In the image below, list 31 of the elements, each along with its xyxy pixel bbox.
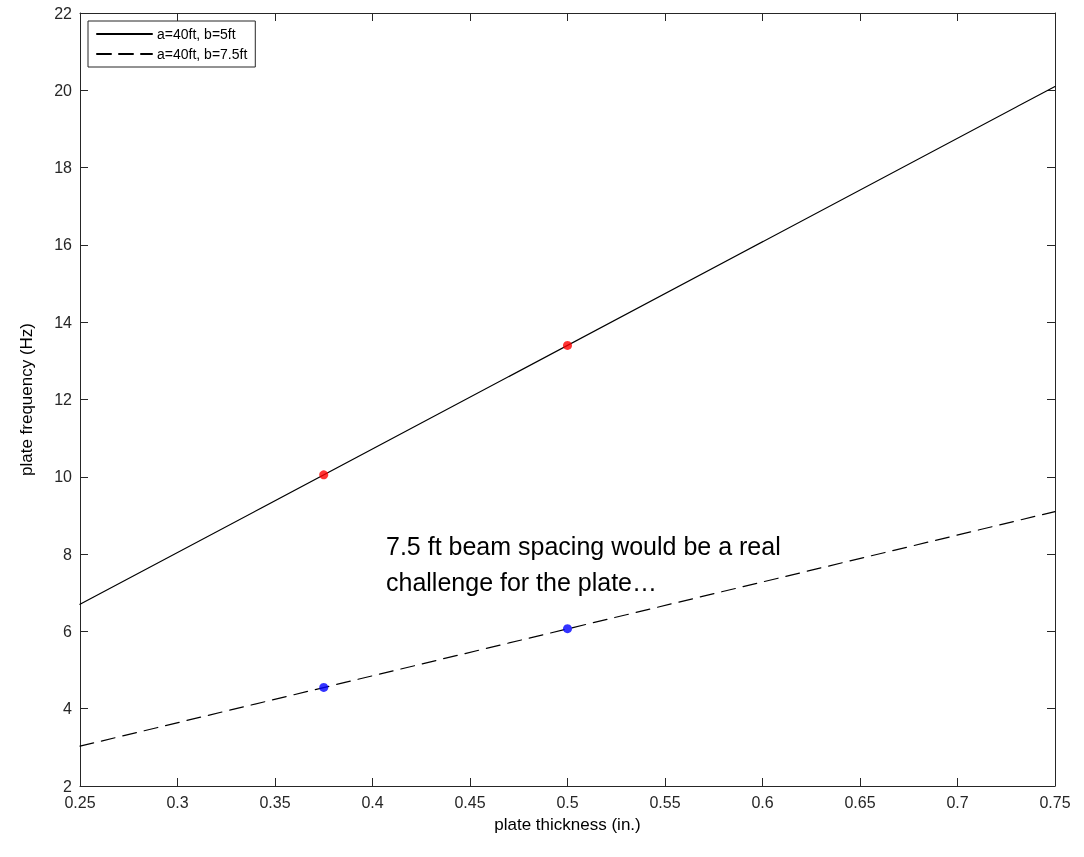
y-tick-label: 20 <box>54 81 73 99</box>
x-tick-label: 0.65 <box>844 793 876 811</box>
x-tick-label: 0.5 <box>556 793 579 811</box>
x-tick-label: 0.75 <box>1039 793 1071 811</box>
y-tick-label: 14 <box>54 313 73 331</box>
y-tick-label: 22 <box>54 4 73 22</box>
y-tick-label: 16 <box>54 236 73 254</box>
point <box>319 470 329 480</box>
y-tick-label: 4 <box>63 700 73 718</box>
annotation: 7.5 ft beam spacing would be a real challenge for the plate… <box>386 532 788 596</box>
legend-label: a=40ft, b=7.5ft <box>157 46 248 62</box>
x-tick-label: 0.6 <box>751 793 774 811</box>
x-tick-label: 0.3 <box>166 793 189 811</box>
y-tick-label: 18 <box>54 159 73 177</box>
y-tick-label: 8 <box>63 545 73 563</box>
point <box>563 624 572 634</box>
y-tick-label: 10 <box>54 468 73 486</box>
x-tick-label: 0.25 <box>64 793 96 811</box>
x-tick-label: 0.7 <box>946 793 969 811</box>
x-tick-label: 0.55 <box>649 793 681 811</box>
x-tick-label: 0.45 <box>454 793 486 811</box>
x-tick-label: 0.4 <box>361 793 384 811</box>
legend-label: a=40ft, b=5ft <box>157 26 236 42</box>
x-axis-title: plate thickness (in.) <box>494 815 641 834</box>
y-tick-label: 12 <box>54 391 73 408</box>
y-axis-title: plate frequency (Hz) <box>17 322 36 477</box>
point <box>563 340 572 350</box>
y-tick-label: 2 <box>63 777 73 795</box>
point <box>319 682 329 692</box>
y-tick-label: 6 <box>63 622 73 640</box>
x-tick-label: 0.35 <box>259 793 291 811</box>
